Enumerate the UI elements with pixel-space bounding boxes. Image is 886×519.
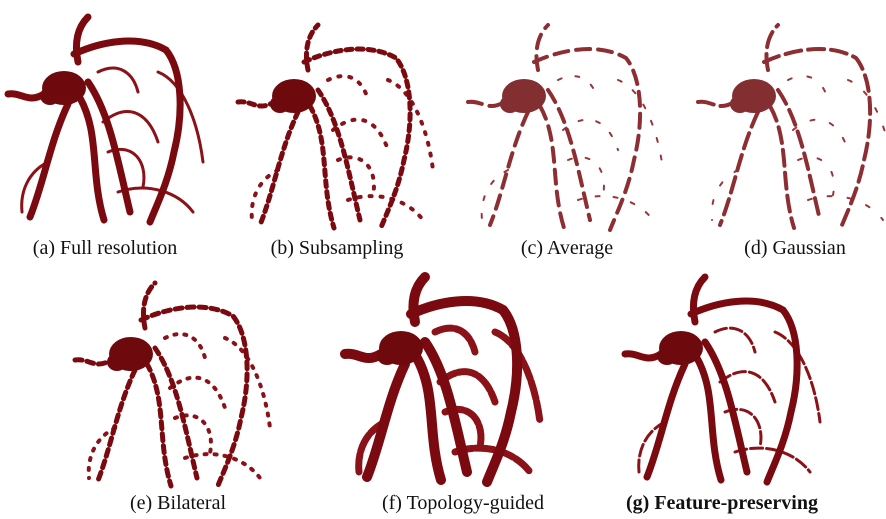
caption: (d) Gaussian [744,237,846,259]
caption: (e) Bilateral [130,492,226,514]
vessel-rendering [468,25,663,230]
caption: (b) Subsampling [271,237,404,259]
vessel-rendering [8,17,203,222]
vessel-rendering [698,25,886,230]
vessel-rendering [625,277,820,482]
vessel-rendering [345,277,540,482]
caption: (a) Full resolution [33,237,177,259]
vessel-rendering [75,283,270,488]
caption: (f) Topology-guided [382,492,544,514]
caption: (c) Average [521,237,613,259]
figure: (a) Full resolution (b) Subsampling (c) … [0,0,886,519]
vessel-rendering [238,25,433,230]
caption: (g) Feature-preserving [626,492,818,514]
